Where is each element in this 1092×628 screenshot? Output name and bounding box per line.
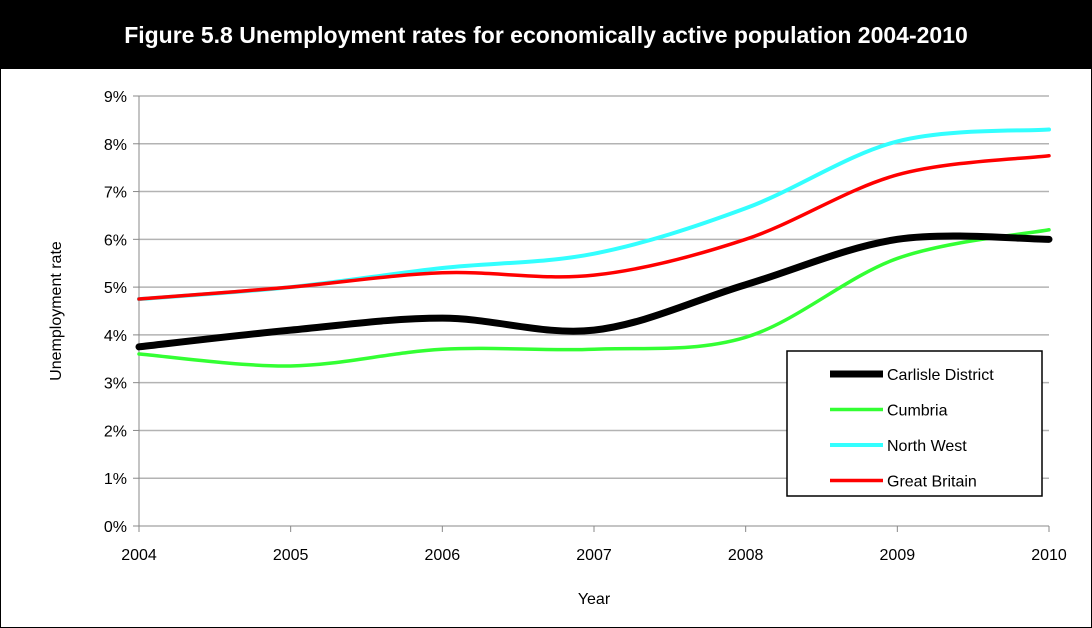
- legend-label-carlisle-district: Carlisle District: [887, 367, 994, 384]
- x-tick-label: 2007: [576, 547, 612, 564]
- legend-box: [786, 350, 1043, 497]
- legend-label-cumbria: Cumbria: [887, 403, 948, 420]
- legend-label-great-britain: Great Britain: [887, 474, 977, 491]
- y-tick-label: 7%: [104, 185, 127, 202]
- y-tick-label: 1%: [104, 471, 127, 488]
- y-tick-label: 8%: [104, 137, 127, 154]
- legend: Carlisle District Cumbria North West Great …: [786, 350, 1043, 497]
- x-tick-labels: 2004 2005 2006 2007 2008 2009 2010: [121, 547, 1067, 564]
- x-tick-label: 2008: [728, 547, 764, 564]
- series-line-cumbria: [137, 228, 1051, 368]
- y-tick-label: 0%: [104, 519, 127, 536]
- y-tick-label: 3%: [104, 376, 127, 393]
- x-tick-label: 2005: [273, 547, 309, 564]
- y-axis-label: Unemployment rate: [48, 241, 65, 381]
- series-line-great-britain: [137, 153, 1051, 301]
- y-tick-label: 2%: [104, 423, 127, 440]
- axes: [133, 95, 1050, 532]
- x-tick-label: 2010: [1031, 547, 1067, 564]
- x-tick-label: 2004: [121, 547, 157, 564]
- y-tick-label: 4%: [104, 328, 127, 345]
- y-tick-labels: 0% 1% 2% 3% 4% 5% 6% 7% 8% 9%: [104, 89, 127, 536]
- figure-title: Figure 5.8 Unemployment rates for econom…: [124, 21, 968, 48]
- y-tick-label: 9%: [104, 89, 127, 106]
- series-line-carlisle-district: [135, 232, 1053, 351]
- legend-label-north-west: North West: [887, 438, 967, 455]
- x-tick-label: 2009: [880, 547, 916, 564]
- figure-title-bar: Figure 5.8 Unemployment rates for econom…: [1, 1, 1091, 69]
- y-tick-label: 6%: [104, 232, 127, 249]
- series-lines: [135, 127, 1053, 368]
- x-axis-label: Year: [578, 591, 611, 608]
- x-tick-label: 2006: [425, 547, 461, 564]
- y-tick-label: 5%: [104, 280, 127, 297]
